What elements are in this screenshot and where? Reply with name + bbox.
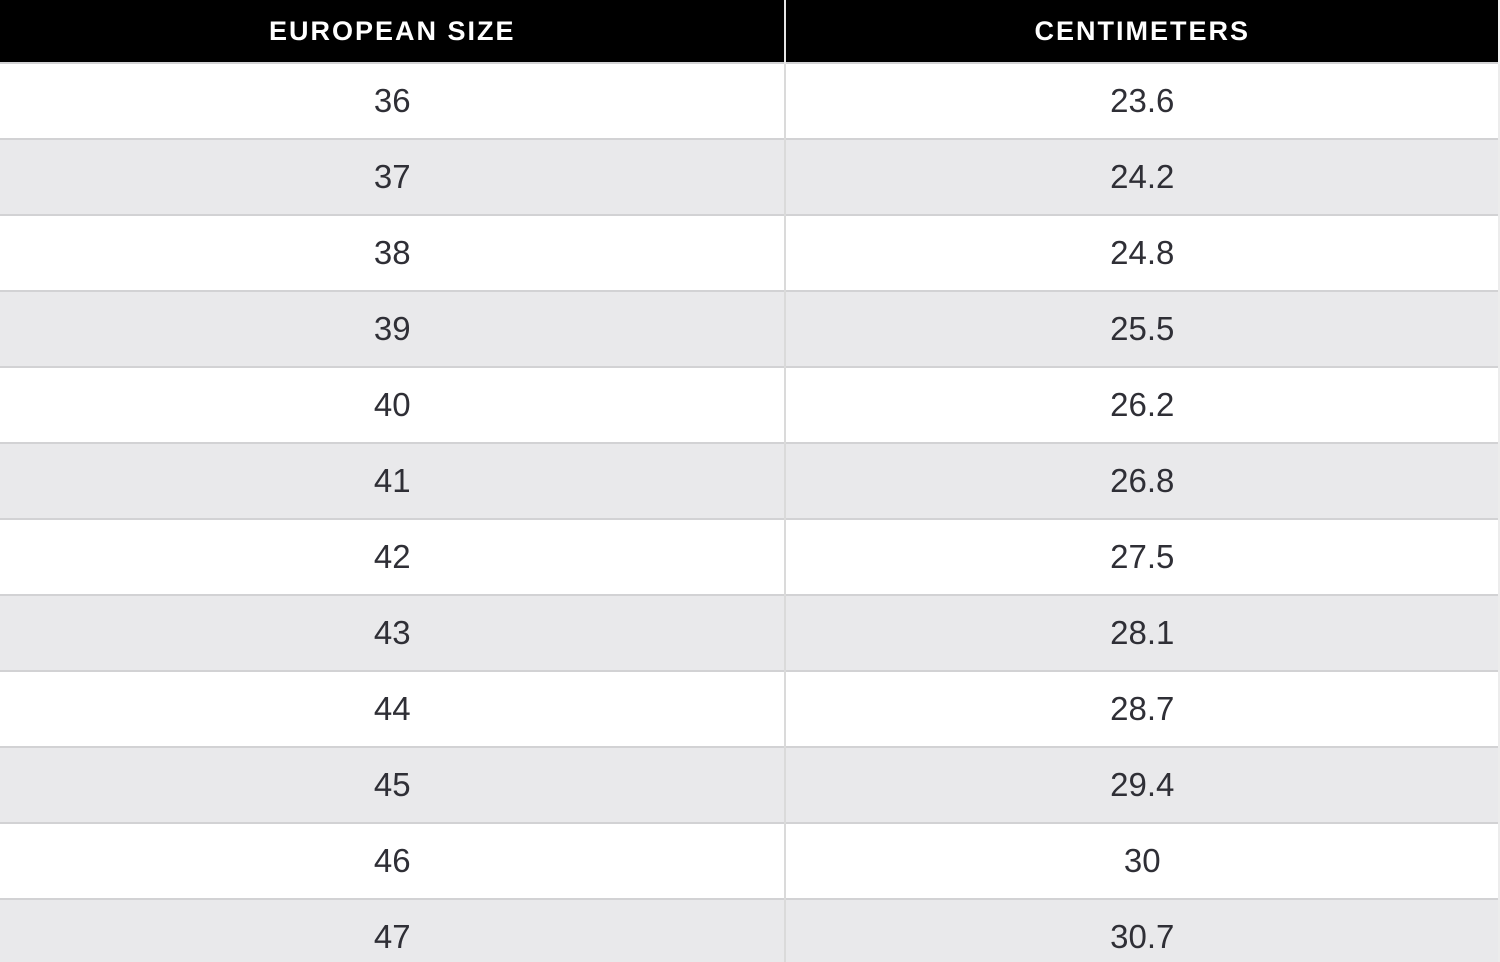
centimeters-cell: 28.7: [785, 670, 1500, 747]
centimeters-cell: 26.8: [785, 442, 1500, 519]
header-row: EUROPEAN SIZE CENTIMETERS: [0, 0, 1500, 63]
european-size-cell: 38: [0, 214, 787, 291]
centimeters-cell: 30: [785, 822, 1500, 899]
table-row: 38 24.8: [0, 214, 1500, 291]
european-size-cell: 37: [0, 138, 787, 215]
table-row: 41 26.8: [0, 442, 1500, 519]
column-header-european-size: EUROPEAN SIZE: [0, 0, 787, 63]
table-row: 43 28.1: [0, 594, 1500, 671]
centimeters-cell: 24.2: [785, 138, 1500, 215]
column-header-centimeters: CENTIMETERS: [785, 0, 1500, 63]
table-row: 46 30: [0, 822, 1500, 899]
table-row: 37 24.2: [0, 138, 1500, 215]
centimeters-cell: 25.5: [785, 290, 1500, 367]
centimeters-cell: 24.8: [785, 214, 1500, 291]
european-size-cell: 44: [0, 670, 787, 747]
european-size-cell: 47: [0, 898, 787, 962]
table-row: 44 28.7: [0, 670, 1500, 747]
european-size-cell: 41: [0, 442, 787, 519]
table-row: 39 25.5: [0, 290, 1500, 367]
european-size-cell: 46: [0, 822, 787, 899]
table-row: 42 27.5: [0, 518, 1500, 595]
european-size-cell: 43: [0, 594, 787, 671]
centimeters-cell: 27.5: [785, 518, 1500, 595]
centimeters-cell: 30.7: [785, 898, 1500, 962]
european-size-cell: 45: [0, 746, 787, 823]
centimeters-cell: 26.2: [785, 366, 1500, 443]
centimeters-cell: 28.1: [785, 594, 1500, 671]
table-row: 45 29.4: [0, 746, 1500, 823]
centimeters-cell: 29.4: [785, 746, 1500, 823]
table-row: 40 26.2: [0, 366, 1500, 443]
table-header: EUROPEAN SIZE CENTIMETERS: [0, 0, 1500, 63]
european-size-cell: 40: [0, 366, 787, 443]
table-row: 47 30.7: [0, 898, 1500, 962]
table-body: 36 23.6 37 24.2 38 24.8 39 25.5 40 26.2 …: [0, 62, 1500, 962]
european-size-cell: 36: [0, 62, 787, 139]
european-size-cell: 39: [0, 290, 787, 367]
european-size-cell: 42: [0, 518, 787, 595]
centimeters-cell: 23.6: [785, 62, 1500, 139]
table-row: 36 23.6: [0, 62, 1500, 139]
